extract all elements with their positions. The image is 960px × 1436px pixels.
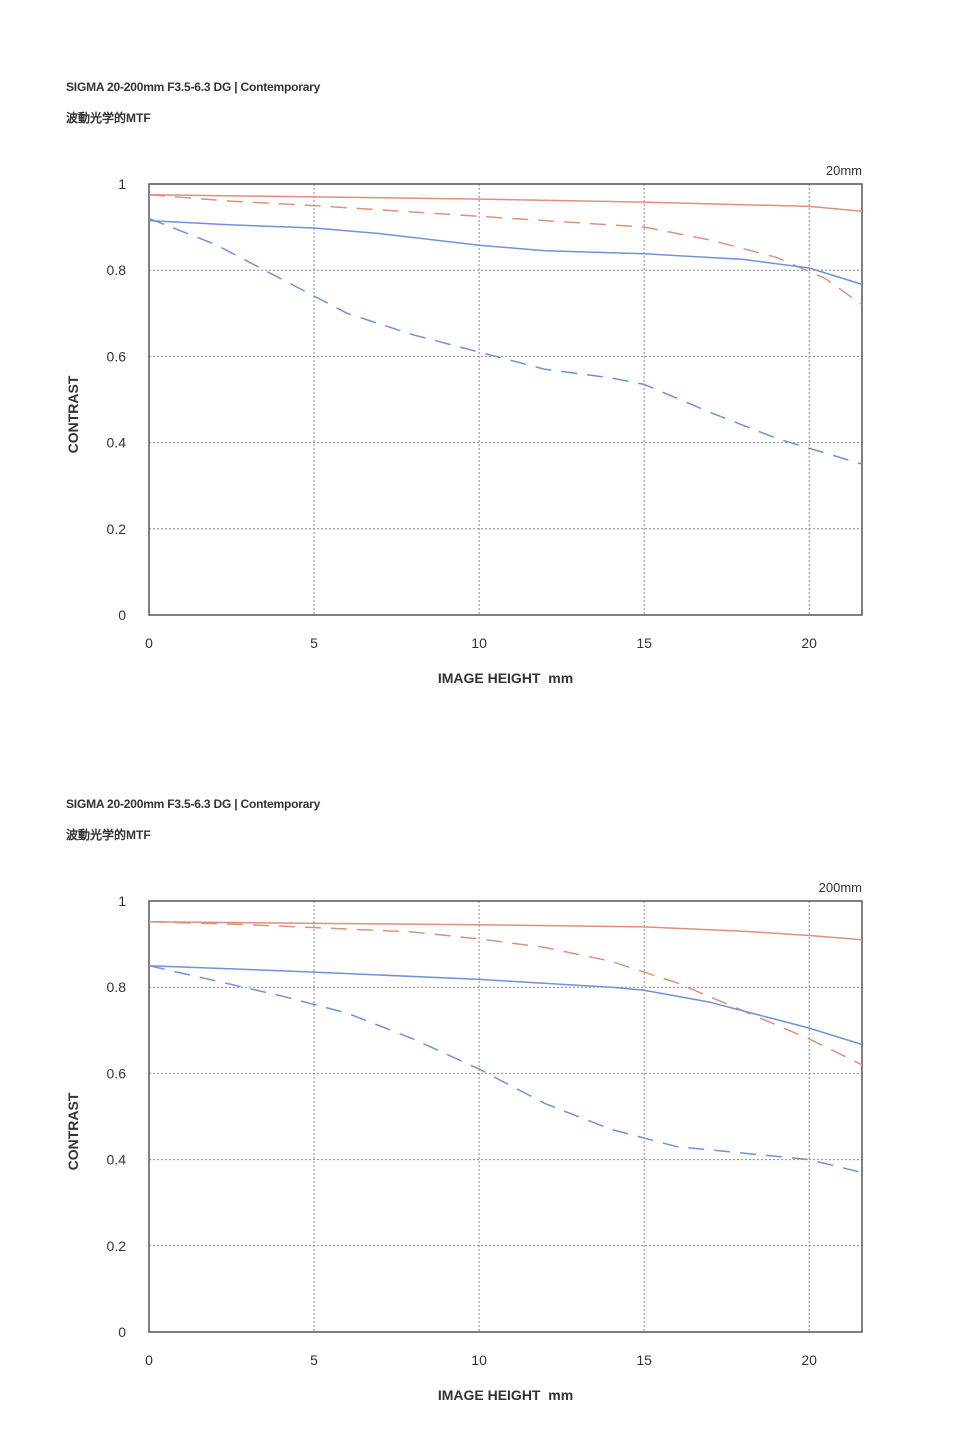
- y-tick-label: 0.4: [107, 1152, 127, 1168]
- y-tick-label: 0.2: [107, 521, 127, 537]
- plot-frame: [148, 183, 863, 616]
- y-tick-label: 1: [118, 176, 126, 192]
- lens-title: SIGMA 20-200mm F3.5-6.3 DG | Contemporar…: [66, 80, 321, 94]
- x-tick-label: 20: [801, 635, 817, 651]
- y-tick-label: 0.6: [107, 1065, 127, 1081]
- x-tick-label: 5: [310, 635, 318, 651]
- chart-subtitle: 波動光学的MTF: [66, 111, 151, 125]
- y-tick-label: 0: [118, 1324, 126, 1340]
- mtf-curve-blue-dashed: [148, 217, 863, 465]
- y-tick-label: 0.8: [107, 262, 127, 278]
- x-tick-label: 15: [636, 1352, 652, 1368]
- x-tick-label: 10: [471, 1352, 487, 1368]
- x-tick-label: 0: [145, 635, 153, 651]
- x-axis-label: IMAGE HEIGHT mm: [438, 670, 573, 686]
- y-tick-label: 0.6: [107, 348, 127, 364]
- y-tick-label: 0.2: [107, 1238, 127, 1254]
- plot-area: [149, 184, 862, 615]
- x-tick-label: 15: [636, 635, 652, 651]
- chart-title: 20mm: [826, 163, 862, 178]
- lens-title: SIGMA 20-200mm F3.5-6.3 DG | Contemporar…: [66, 797, 321, 811]
- mtf-curve-sagittal-red-dashed: [148, 194, 863, 306]
- y-tick-label: 0.8: [107, 979, 127, 995]
- y-axis-label: CONTRAST: [65, 375, 81, 453]
- x-tick-label: 5: [310, 1352, 318, 1368]
- x-axis-label: IMAGE HEIGHT mm: [438, 1387, 573, 1403]
- x-tick-label: 0: [145, 1352, 153, 1368]
- mtf-curve-sagittal-red-solid: [148, 920, 863, 941]
- mtf-panel-20mm: SIGMA 20-200mm F3.5-6.3 DG | Contemporar…: [0, 0, 960, 700]
- y-tick-label: 1: [118, 893, 126, 909]
- mtf-panel-200mm: SIGMA 20-200mm F3.5-6.3 DG | Contemporar…: [0, 717, 960, 1417]
- x-tick-label: 20: [801, 1352, 817, 1368]
- x-tick-label: 10: [471, 635, 487, 651]
- mtf-curve-sagittal-red-dashed: [148, 920, 863, 1066]
- y-tick-label: 0: [118, 607, 126, 623]
- mtf-curve-blue-solid: [148, 964, 863, 1046]
- mtf-curve-blue-solid: [148, 219, 863, 286]
- chart-subtitle: 波動光学的MTF: [66, 828, 151, 842]
- mtf-curve-blue-dashed: [148, 964, 863, 1174]
- y-axis-label: CONTRAST: [65, 1092, 81, 1170]
- chart-title: 200mm: [819, 880, 862, 895]
- plot-frame: [148, 900, 863, 1333]
- mtf-curve-sagittal-red-solid: [148, 194, 863, 212]
- y-tick-label: 0.4: [107, 435, 127, 451]
- plot-area: [149, 901, 862, 1332]
